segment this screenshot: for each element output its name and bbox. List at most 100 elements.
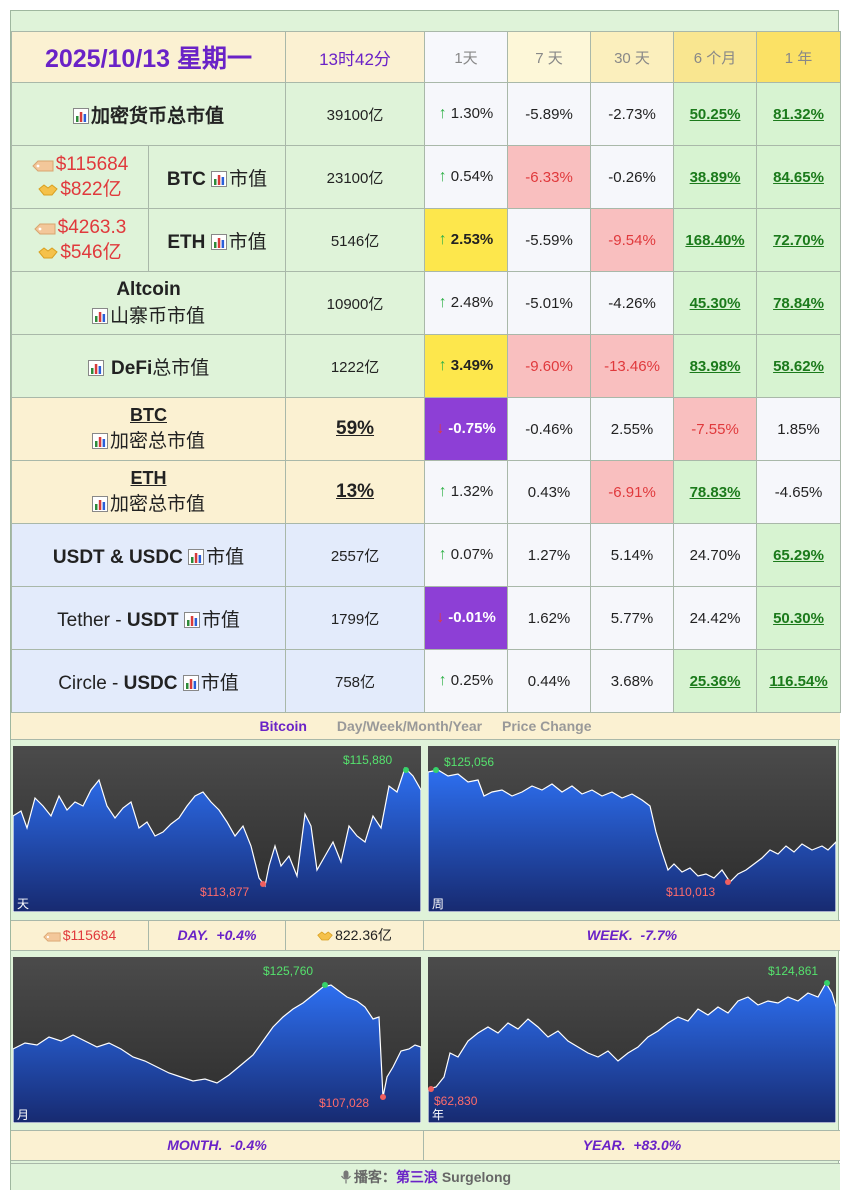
volume-cell: 822.36亿 xyxy=(286,921,424,950)
month-low-label: $107,028 xyxy=(319,1096,369,1110)
change-1y: 84.65% xyxy=(756,145,842,209)
row-value: 2557亿 xyxy=(285,523,426,587)
table-row: $115684 $822亿 BTC 市值 23100亿 ↑ 0.54% -6.33… xyxy=(11,145,842,209)
btc-price-cell: $115684 $822亿 xyxy=(11,145,149,209)
change-1d: ↑ 0.25% xyxy=(424,649,509,713)
row-label: BTC 加密总市值 xyxy=(10,397,287,461)
arrow-up-icon: ↑ xyxy=(438,483,447,500)
row-label: USDT & USDC 市值 xyxy=(10,523,287,587)
change-30d: 2.55% xyxy=(590,397,675,461)
change-6m: 25.36% xyxy=(673,649,758,713)
row-label: ETH 市值 xyxy=(147,208,287,272)
change-30d: -2.73% xyxy=(590,82,675,146)
price-tag-icon xyxy=(33,223,56,235)
row-value: 13% xyxy=(285,460,426,524)
change-1d: ↑ 0.07% xyxy=(424,523,509,587)
change-30d: -6.91% xyxy=(590,460,675,524)
change-1d: ↑ 2.48% xyxy=(424,271,509,335)
row-value: 23100亿 xyxy=(285,145,426,209)
row-value: 5146亿 xyxy=(285,208,426,272)
month-high-label: $125,760 xyxy=(263,964,313,978)
table-row: USDT & USDC 市值 2557亿 ↑ 0.07% 1.27% 5.14% … xyxy=(10,523,842,587)
arrow-up-icon: ↑ xyxy=(438,294,447,311)
week-low-marker xyxy=(725,879,731,885)
change-1d: ↑ 1.30% xyxy=(424,82,509,146)
day-week-summary-bar: $115684 DAY. +0.4% 822.36亿 WEEK. -7.7% xyxy=(11,920,840,951)
date-cell: 2025/10/13 星期一 xyxy=(10,31,287,83)
change-1d: ↓ -0.01% xyxy=(424,586,509,650)
row-label: Circle - USDC 市值 xyxy=(10,649,287,713)
price-tag-icon xyxy=(32,160,54,172)
row-label: ETH 加密总市值 xyxy=(10,460,287,524)
coin-name: Bitcoin xyxy=(259,718,307,734)
bar-chart-icon xyxy=(188,548,205,565)
change-6m: 45.30% xyxy=(673,271,758,335)
arrow-down-icon: ↓ xyxy=(436,420,445,437)
change-7d: -0.46% xyxy=(507,397,592,461)
day-corner-label: 天 xyxy=(17,897,29,911)
change-1y: 1.85% xyxy=(756,397,842,461)
periods-text: Day/Week/Month/Year xyxy=(336,718,483,734)
change-30d: -4.26% xyxy=(590,271,675,335)
microphone-icon xyxy=(340,1170,351,1184)
handshake-icon xyxy=(38,247,59,259)
day-price-chart: $115,880 $113,877 天 xyxy=(13,746,421,912)
change-1y: 50.30% xyxy=(756,586,842,650)
week-high-label: $125,056 xyxy=(444,755,494,769)
bar-chart-icon xyxy=(211,170,228,187)
table-row: Tether - USDT 市值 1799亿 ↓ -0.01% 1.62% 5.7… xyxy=(10,586,842,650)
week-high-marker xyxy=(433,767,439,773)
caption-text: Price Change xyxy=(502,718,592,734)
change-1y: 78.84% xyxy=(756,271,842,335)
change-7d: 1.62% xyxy=(507,586,592,650)
row-label: DeFi总市值 xyxy=(10,334,287,398)
price-tag-icon xyxy=(43,932,61,942)
change-1d: ↑ 1.32% xyxy=(424,460,509,524)
arrow-up-icon: ↑ xyxy=(438,231,447,248)
row-label: Altcoin 山寨币市值 xyxy=(10,271,287,335)
week-price-line xyxy=(428,769,836,912)
row-label: 加密货币总市值 xyxy=(10,82,287,146)
tab-1d[interactable]: 1天 xyxy=(424,31,509,83)
arrow-down-icon: ↓ xyxy=(436,609,445,626)
change-6m: 38.89% xyxy=(673,145,758,209)
change-30d: -0.26% xyxy=(590,145,675,209)
host-name[interactable]: 第三浪 xyxy=(395,1169,438,1185)
change-7d: 1.27% xyxy=(507,523,592,587)
handshake-icon xyxy=(38,184,59,196)
year-price-line xyxy=(428,981,836,1123)
change-6m: 50.25% xyxy=(673,82,758,146)
month-high-marker xyxy=(322,982,328,988)
day-high-label: $115,880 xyxy=(343,753,392,767)
bar-chart-icon xyxy=(210,233,227,250)
tab-7d[interactable]: 7 天 xyxy=(507,31,592,83)
change-1y: 81.32% xyxy=(756,82,842,146)
change-1d: ↑ 2.53% xyxy=(424,208,509,272)
bar-chart-icon xyxy=(92,496,108,512)
tab-1y[interactable]: 1 年 xyxy=(756,31,842,83)
change-7d: -6.33% xyxy=(507,145,592,209)
day-low-marker xyxy=(260,881,266,887)
podcast-footer: 播客：第三浪 Surgelong xyxy=(11,1163,840,1190)
row-value: 10900亿 xyxy=(285,271,426,335)
change-1y: 65.29% xyxy=(756,523,842,587)
row-value: 59% xyxy=(285,397,426,461)
week-price-chart: $125,056 $110,013 周 xyxy=(428,746,836,912)
year-high-marker xyxy=(824,980,830,986)
change-1d: ↑ 3.49% xyxy=(424,334,509,398)
chart-caption-strip: Bitcoin Day/Week/Month/Year Price Change xyxy=(11,713,840,740)
week-change-cell: WEEK. -7.7% xyxy=(586,927,678,943)
change-30d: -9.54% xyxy=(590,208,675,272)
podcast-name[interactable]: Surgelong xyxy=(441,1169,512,1185)
year-low-marker xyxy=(428,1086,434,1092)
change-6m: 78.83% xyxy=(673,460,758,524)
month-change-cell: MONTH. -0.4% xyxy=(11,1131,424,1160)
bar-chart-icon xyxy=(183,611,200,628)
month-low-marker xyxy=(380,1094,386,1100)
week-corner-label: 周 xyxy=(432,897,444,911)
row-value: 1222亿 xyxy=(285,334,426,398)
tab-6m[interactable]: 6 个月 xyxy=(673,31,758,83)
change-30d: 5.14% xyxy=(590,523,675,587)
change-7d: -9.60% xyxy=(507,334,592,398)
tab-30d[interactable]: 30 天 xyxy=(590,31,675,83)
